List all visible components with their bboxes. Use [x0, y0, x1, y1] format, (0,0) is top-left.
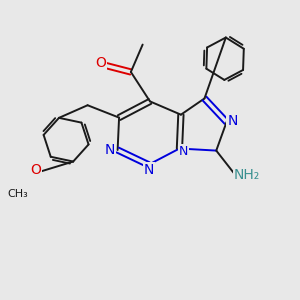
Text: N: N	[105, 143, 116, 157]
Text: O: O	[30, 163, 41, 177]
Text: N: N	[179, 145, 188, 158]
Text: N: N	[227, 114, 238, 128]
Text: O: O	[95, 56, 106, 70]
Text: NH₂: NH₂	[233, 168, 260, 182]
Text: CH₃: CH₃	[7, 189, 28, 199]
Text: N: N	[143, 163, 154, 177]
